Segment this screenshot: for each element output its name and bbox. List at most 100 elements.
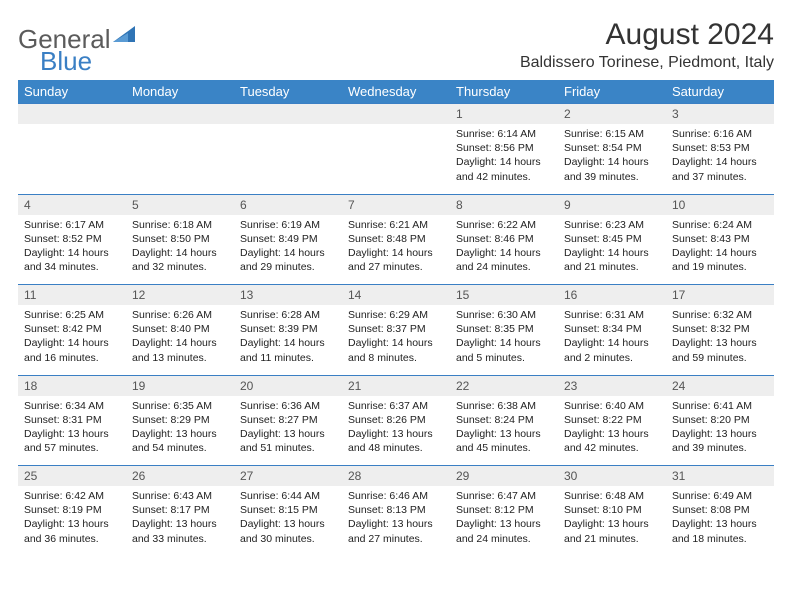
- day-number-cell: 2: [558, 104, 666, 125]
- day-number-cell: 17: [666, 285, 774, 306]
- cell-line: Sunrise: 6:48 AM: [564, 489, 660, 503]
- day-details-cell: Sunrise: 6:43 AMSunset: 8:17 PMDaylight:…: [126, 486, 234, 556]
- cell-line: Daylight: 14 hours and 39 minutes.: [564, 155, 660, 183]
- day-number-cell: 18: [18, 375, 126, 396]
- dow-row: Sunday Monday Tuesday Wednesday Thursday…: [18, 80, 774, 104]
- cell-line: Daylight: 14 hours and 5 minutes.: [456, 336, 552, 364]
- dow-tuesday: Tuesday: [234, 80, 342, 104]
- daynum-row: 45678910: [18, 194, 774, 215]
- cell-line: Daylight: 14 hours and 8 minutes.: [348, 336, 444, 364]
- day-number-cell: 15: [450, 285, 558, 306]
- cell-line: Sunrise: 6:16 AM: [672, 127, 768, 141]
- cell-line: Daylight: 13 hours and 45 minutes.: [456, 427, 552, 455]
- cell-line: Daylight: 13 hours and 24 minutes.: [456, 517, 552, 545]
- daynum-row: 18192021222324: [18, 375, 774, 396]
- day-details-cell: Sunrise: 6:49 AMSunset: 8:08 PMDaylight:…: [666, 486, 774, 556]
- cell-line: Daylight: 13 hours and 33 minutes.: [132, 517, 228, 545]
- cell-line: Sunset: 8:32 PM: [672, 322, 768, 336]
- cell-line: Daylight: 13 hours and 27 minutes.: [348, 517, 444, 545]
- day-number-cell: 20: [234, 375, 342, 396]
- cell-line: Daylight: 13 hours and 30 minutes.: [240, 517, 336, 545]
- cell-line: Daylight: 13 hours and 36 minutes.: [24, 517, 120, 545]
- cell-line: Daylight: 14 hours and 42 minutes.: [456, 155, 552, 183]
- cell-line: Sunset: 8:39 PM: [240, 322, 336, 336]
- day-number-cell: 31: [666, 466, 774, 487]
- cell-line: Sunrise: 6:14 AM: [456, 127, 552, 141]
- day-number-cell: [126, 104, 234, 125]
- logo-mark-icon: [113, 24, 139, 51]
- cell-line: Sunrise: 6:21 AM: [348, 218, 444, 232]
- day-number-cell: 1: [450, 104, 558, 125]
- cell-line: Sunset: 8:34 PM: [564, 322, 660, 336]
- day-number-cell: 14: [342, 285, 450, 306]
- day-details-cell: Sunrise: 6:30 AMSunset: 8:35 PMDaylight:…: [450, 305, 558, 375]
- day-number-cell: 22: [450, 375, 558, 396]
- cell-line: Daylight: 13 hours and 18 minutes.: [672, 517, 768, 545]
- day-details-cell: Sunrise: 6:36 AMSunset: 8:27 PMDaylight:…: [234, 396, 342, 466]
- cell-line: Sunset: 8:49 PM: [240, 232, 336, 246]
- cell-line: Daylight: 14 hours and 19 minutes.: [672, 246, 768, 274]
- day-number-cell: 10: [666, 194, 774, 215]
- cell-line: Sunset: 8:43 PM: [672, 232, 768, 246]
- cell-line: Sunrise: 6:28 AM: [240, 308, 336, 322]
- cell-line: Daylight: 14 hours and 34 minutes.: [24, 246, 120, 274]
- cell-line: Daylight: 14 hours and 2 minutes.: [564, 336, 660, 364]
- day-details-cell: Sunrise: 6:48 AMSunset: 8:10 PMDaylight:…: [558, 486, 666, 556]
- cell-line: Daylight: 14 hours and 27 minutes.: [348, 246, 444, 274]
- location: Baldissero Torinese, Piedmont, Italy: [520, 54, 774, 72]
- cell-line: Sunrise: 6:15 AM: [564, 127, 660, 141]
- day-number-cell: 25: [18, 466, 126, 487]
- day-details-cell: Sunrise: 6:29 AMSunset: 8:37 PMDaylight:…: [342, 305, 450, 375]
- cell-line: Sunrise: 6:25 AM: [24, 308, 120, 322]
- cell-line: Sunrise: 6:30 AM: [456, 308, 552, 322]
- logo-text-blue: Blue: [40, 46, 92, 77]
- day-number-cell: 4: [18, 194, 126, 215]
- day-number-cell: 6: [234, 194, 342, 215]
- cell-line: Sunset: 8:42 PM: [24, 322, 120, 336]
- cell-line: Daylight: 13 hours and 57 minutes.: [24, 427, 120, 455]
- cell-line: Sunset: 8:48 PM: [348, 232, 444, 246]
- cell-line: Daylight: 14 hours and 13 minutes.: [132, 336, 228, 364]
- cell-line: Sunset: 8:53 PM: [672, 141, 768, 155]
- cell-line: Sunrise: 6:49 AM: [672, 489, 768, 503]
- cell-line: Sunrise: 6:43 AM: [132, 489, 228, 503]
- cell-line: Sunrise: 6:24 AM: [672, 218, 768, 232]
- cell-line: Sunrise: 6:44 AM: [240, 489, 336, 503]
- day-details-cell: Sunrise: 6:38 AMSunset: 8:24 PMDaylight:…: [450, 396, 558, 466]
- cell-line: Daylight: 13 hours and 51 minutes.: [240, 427, 336, 455]
- day-details-cell: Sunrise: 6:22 AMSunset: 8:46 PMDaylight:…: [450, 215, 558, 285]
- day-details-cell: Sunrise: 6:35 AMSunset: 8:29 PMDaylight:…: [126, 396, 234, 466]
- cell-line: Sunset: 8:52 PM: [24, 232, 120, 246]
- header: General August 2024 Baldissero Torinese,…: [18, 18, 774, 72]
- cell-line: Sunrise: 6:35 AM: [132, 399, 228, 413]
- day-details-cell: Sunrise: 6:31 AMSunset: 8:34 PMDaylight:…: [558, 305, 666, 375]
- details-row: Sunrise: 6:25 AMSunset: 8:42 PMDaylight:…: [18, 305, 774, 375]
- day-details-cell: Sunrise: 6:15 AMSunset: 8:54 PMDaylight:…: [558, 124, 666, 194]
- day-details-cell: Sunrise: 6:47 AMSunset: 8:12 PMDaylight:…: [450, 486, 558, 556]
- day-number-cell: 26: [126, 466, 234, 487]
- day-number-cell: 9: [558, 194, 666, 215]
- cell-line: Daylight: 14 hours and 16 minutes.: [24, 336, 120, 364]
- cell-line: Sunset: 8:08 PM: [672, 503, 768, 517]
- day-details-cell: Sunrise: 6:18 AMSunset: 8:50 PMDaylight:…: [126, 215, 234, 285]
- dow-sunday: Sunday: [18, 80, 126, 104]
- day-number-cell: [342, 104, 450, 125]
- cell-line: Sunset: 8:56 PM: [456, 141, 552, 155]
- day-details-cell: Sunrise: 6:32 AMSunset: 8:32 PMDaylight:…: [666, 305, 774, 375]
- month-title: August 2024: [520, 18, 774, 52]
- day-number-cell: 21: [342, 375, 450, 396]
- day-number-cell: 11: [18, 285, 126, 306]
- cell-line: Daylight: 14 hours and 32 minutes.: [132, 246, 228, 274]
- cell-line: Sunset: 8:27 PM: [240, 413, 336, 427]
- day-number-cell: 27: [234, 466, 342, 487]
- cell-line: Daylight: 13 hours and 21 minutes.: [564, 517, 660, 545]
- cell-line: Sunset: 8:40 PM: [132, 322, 228, 336]
- day-number-cell: 30: [558, 466, 666, 487]
- day-details-cell: [126, 124, 234, 194]
- day-details-cell: [234, 124, 342, 194]
- cell-line: Sunrise: 6:29 AM: [348, 308, 444, 322]
- cell-line: Sunset: 8:17 PM: [132, 503, 228, 517]
- cell-line: Sunset: 8:54 PM: [564, 141, 660, 155]
- cell-line: Sunset: 8:10 PM: [564, 503, 660, 517]
- cell-line: Sunset: 8:31 PM: [24, 413, 120, 427]
